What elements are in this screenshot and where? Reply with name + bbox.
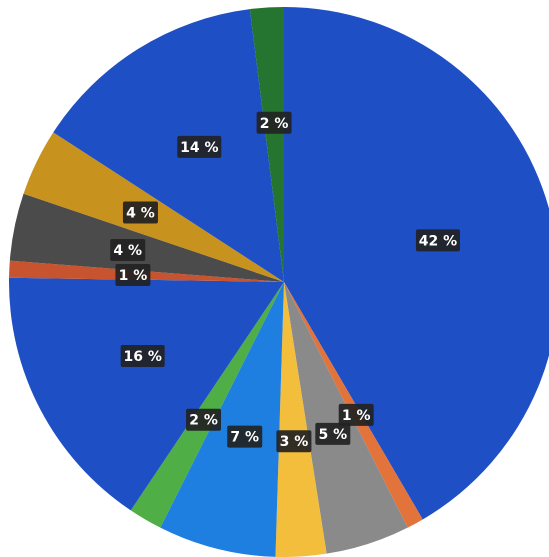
pie-slice-6 xyxy=(9,277,285,511)
pie-label-1: 1 % xyxy=(338,403,374,426)
pie-label-text-7: 1 % xyxy=(119,268,148,284)
pie-label-text-6: 16 % xyxy=(123,349,161,365)
pie-label-8: 4 % xyxy=(110,238,146,261)
pie-slice-10 xyxy=(53,9,284,282)
pie-label-10: 14 % xyxy=(177,135,222,158)
pie-label-0: 42 % xyxy=(415,229,460,252)
pie-label-text-5: 2 % xyxy=(189,413,218,429)
pie-slice-8 xyxy=(9,193,285,282)
pie-label-text-11: 2 % xyxy=(260,116,289,132)
pie-slice-3 xyxy=(275,282,327,557)
pie-label-bg-7 xyxy=(115,263,151,286)
pie-slice-4 xyxy=(160,282,284,557)
pie-label-bg-2 xyxy=(315,422,351,445)
pie-label-bg-5 xyxy=(186,408,222,431)
pie-label-text-0: 42 % xyxy=(419,233,457,249)
pie-label-bg-4 xyxy=(227,425,263,448)
pie-label-text-9: 4 % xyxy=(126,205,155,221)
pie-label-2: 5 % xyxy=(315,422,351,445)
pie-label-bg-3 xyxy=(276,430,312,453)
pie-label-4: 7 % xyxy=(227,425,263,448)
pie-label-bg-10 xyxy=(177,135,222,158)
pie-slices xyxy=(9,7,549,557)
pie-label-text-4: 7 % xyxy=(230,430,259,446)
pie-label-bg-8 xyxy=(110,238,146,261)
pie-label-3: 3 % xyxy=(276,430,312,453)
pie-label-9: 4 % xyxy=(122,201,158,224)
pie-label-text-10: 14 % xyxy=(180,140,218,156)
pie-label-6: 16 % xyxy=(120,344,165,367)
pie-slice-5 xyxy=(130,282,284,528)
pie-label-bg-1 xyxy=(338,403,374,426)
pie-label-bg-6 xyxy=(120,344,165,367)
pie-label-11: 2 % xyxy=(256,111,292,134)
pie-label-5: 2 % xyxy=(186,408,222,431)
pie-label-7: 1 % xyxy=(115,263,151,286)
pie-label-bg-11 xyxy=(256,111,292,134)
pie-label-text-3: 3 % xyxy=(280,434,309,450)
pie-label-text-1: 1 % xyxy=(342,408,371,424)
pie-label-text-8: 4 % xyxy=(113,243,142,259)
pie-label-bg-9 xyxy=(122,201,158,224)
pie-slice-0 xyxy=(284,7,549,520)
pie-labels: 42 % 1 % 5 % 3 % 7 % 2 % 16 % 1 % 4 % 4 % 14 % 2 % xyxy=(110,111,460,453)
pie-label-bg-0 xyxy=(415,229,460,252)
pie-slice-11 xyxy=(249,7,284,282)
pie-label-text-2: 5 % xyxy=(318,427,347,443)
